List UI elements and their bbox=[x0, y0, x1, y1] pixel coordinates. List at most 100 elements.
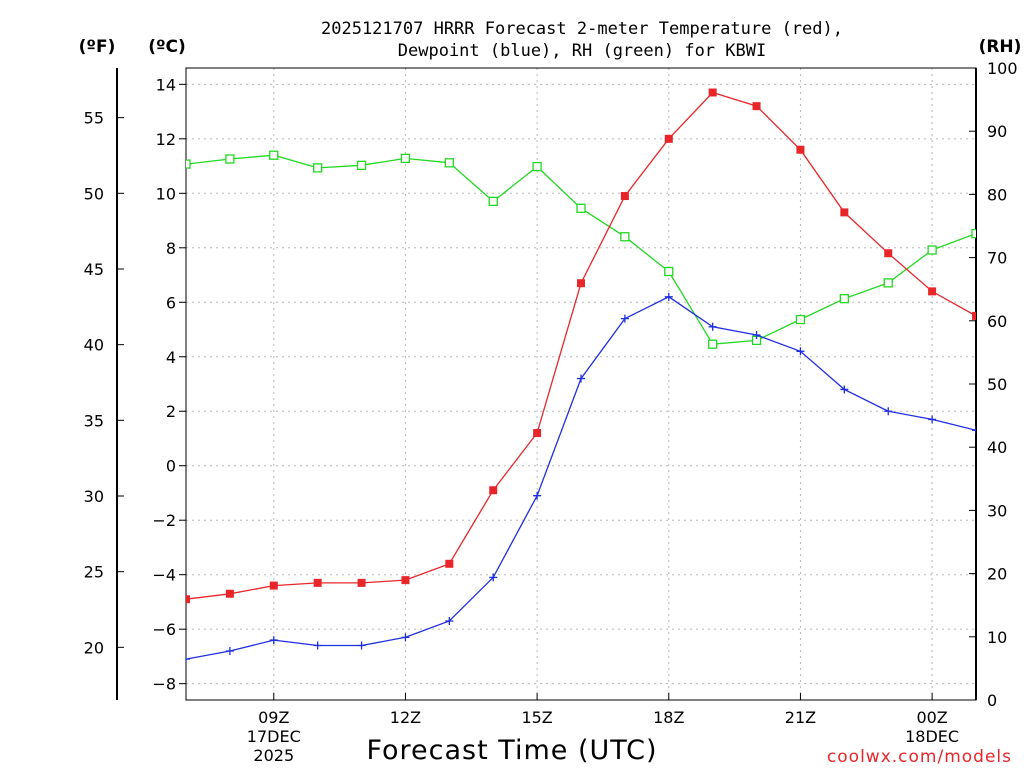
temperature-point bbox=[489, 486, 498, 495]
rh-point bbox=[708, 339, 718, 349]
rh-point bbox=[839, 294, 849, 304]
dewpoint-point bbox=[533, 491, 542, 500]
dewpoint-point bbox=[445, 617, 454, 625]
rh-point bbox=[532, 161, 542, 172]
dewpoint-point bbox=[664, 292, 673, 301]
dewpoint-point bbox=[401, 633, 410, 642]
rh-point bbox=[269, 150, 279, 160]
temperature-point bbox=[620, 192, 629, 201]
rh-point bbox=[225, 154, 235, 164]
rh-point bbox=[795, 314, 806, 325]
celsius-tick-label: 12 bbox=[156, 130, 176, 149]
dewpoint-point bbox=[357, 641, 366, 650]
celsius-tick-label: −6 bbox=[152, 620, 176, 639]
celsius-unit-label: (ºC) bbox=[148, 37, 186, 57]
temperature-point bbox=[708, 88, 717, 97]
celsius-tick-label: 8 bbox=[166, 239, 176, 258]
chart-title-line-1: 2025121707 HRRR Forecast 2-meter Tempera… bbox=[321, 19, 843, 39]
celsius-tick-label: −4 bbox=[152, 566, 176, 585]
x-tick-label: 15Z bbox=[521, 708, 552, 727]
dewpoint-point bbox=[225, 646, 234, 655]
temperature-point bbox=[840, 208, 849, 217]
rh-point bbox=[444, 158, 454, 168]
rh-point bbox=[186, 159, 191, 169]
rh-point bbox=[356, 160, 367, 170]
x-tick-date-label: 2025 bbox=[253, 746, 294, 765]
rh-tick-label: 40 bbox=[987, 438, 1007, 457]
dewpoint-series bbox=[186, 292, 976, 664]
x-tick-label: 21Z bbox=[785, 708, 816, 727]
temperature-series bbox=[186, 88, 976, 604]
rh-tick-label: 20 bbox=[987, 565, 1007, 584]
dewpoint-point bbox=[840, 385, 849, 394]
fahrenheit-tick-label: 30 bbox=[84, 487, 104, 506]
fahrenheit-tick-label: 35 bbox=[84, 411, 104, 430]
rh-point bbox=[971, 228, 976, 239]
temperature-point bbox=[269, 581, 278, 590]
rh-point bbox=[576, 203, 586, 213]
x-tick-label: 18Z bbox=[653, 708, 684, 727]
rh-line bbox=[186, 154, 976, 345]
temperature-point bbox=[884, 249, 893, 258]
temperature-point bbox=[664, 134, 673, 143]
celsius-tick-label: 10 bbox=[156, 184, 176, 203]
dewpoint-point bbox=[186, 655, 190, 664]
axes-layer bbox=[116, 67, 977, 701]
temperature-point bbox=[357, 578, 366, 587]
plot-frame bbox=[185, 67, 977, 701]
dewpoint-point bbox=[489, 573, 498, 582]
dewpoint-point bbox=[708, 322, 717, 331]
fahrenheit-tick-label: 50 bbox=[84, 184, 104, 203]
celsius-tick-label: −8 bbox=[152, 675, 176, 694]
dewpoint-point bbox=[620, 314, 629, 323]
rh-tick-label: 30 bbox=[987, 501, 1007, 520]
rh-tick-label: 60 bbox=[987, 312, 1007, 331]
temperature-point bbox=[313, 578, 322, 587]
celsius-tick-label: 6 bbox=[166, 293, 176, 312]
dewpoint-line bbox=[186, 296, 976, 660]
x-tick-label: 12Z bbox=[390, 708, 421, 727]
fahrenheit-tick-label: 20 bbox=[84, 638, 104, 657]
rh-tick-label: 10 bbox=[987, 628, 1007, 647]
rh-series bbox=[186, 150, 976, 349]
rh-tick-label: 0 bbox=[987, 691, 997, 710]
rh-point bbox=[400, 153, 411, 164]
fahrenheit-tick-label: 40 bbox=[84, 336, 104, 355]
x-tick-label: 09Z bbox=[258, 708, 289, 727]
rh-point bbox=[883, 278, 893, 288]
rh-point bbox=[927, 245, 937, 255]
celsius-tick-label: 0 bbox=[166, 457, 176, 476]
series-layer bbox=[186, 88, 976, 664]
fahrenheit-tick-label: 25 bbox=[84, 563, 104, 582]
x-tick-label: 00Z bbox=[916, 708, 947, 727]
celsius-tick-label: 14 bbox=[156, 75, 176, 94]
rh-tick-label: 50 bbox=[987, 375, 1007, 394]
fahrenheit-unit-label: (ºF) bbox=[79, 37, 116, 57]
dewpoint-point bbox=[884, 407, 893, 416]
temperature-point bbox=[796, 145, 805, 154]
x-tick-date-label: 17DEC bbox=[247, 727, 301, 746]
credit-label: coolwx.com/models bbox=[827, 747, 1012, 767]
x-tick-date-label: 18DEC bbox=[905, 727, 959, 746]
rh-tick-label: 100 bbox=[987, 59, 1018, 78]
temperature-point bbox=[928, 287, 937, 296]
rh-tick-label: 90 bbox=[987, 122, 1007, 141]
rh-point bbox=[620, 232, 630, 242]
dewpoint-point bbox=[269, 636, 278, 645]
celsius-tick-label: −2 bbox=[152, 511, 176, 530]
temperature-point bbox=[401, 576, 410, 585]
temperature-line bbox=[186, 91, 976, 600]
dewpoint-point bbox=[752, 330, 761, 339]
temperature-point bbox=[445, 559, 454, 568]
celsius-tick-label: 4 bbox=[166, 348, 176, 367]
fahrenheit-tick-label: 45 bbox=[84, 260, 104, 279]
dewpoint-point bbox=[928, 415, 937, 424]
celsius-tick-label: 2 bbox=[166, 402, 176, 421]
grid-layer bbox=[186, 68, 976, 700]
rh-point bbox=[488, 196, 498, 207]
dewpoint-point bbox=[796, 347, 805, 356]
temperature-point bbox=[972, 311, 976, 320]
temperature-point bbox=[752, 102, 761, 111]
temperature-point bbox=[186, 595, 190, 604]
